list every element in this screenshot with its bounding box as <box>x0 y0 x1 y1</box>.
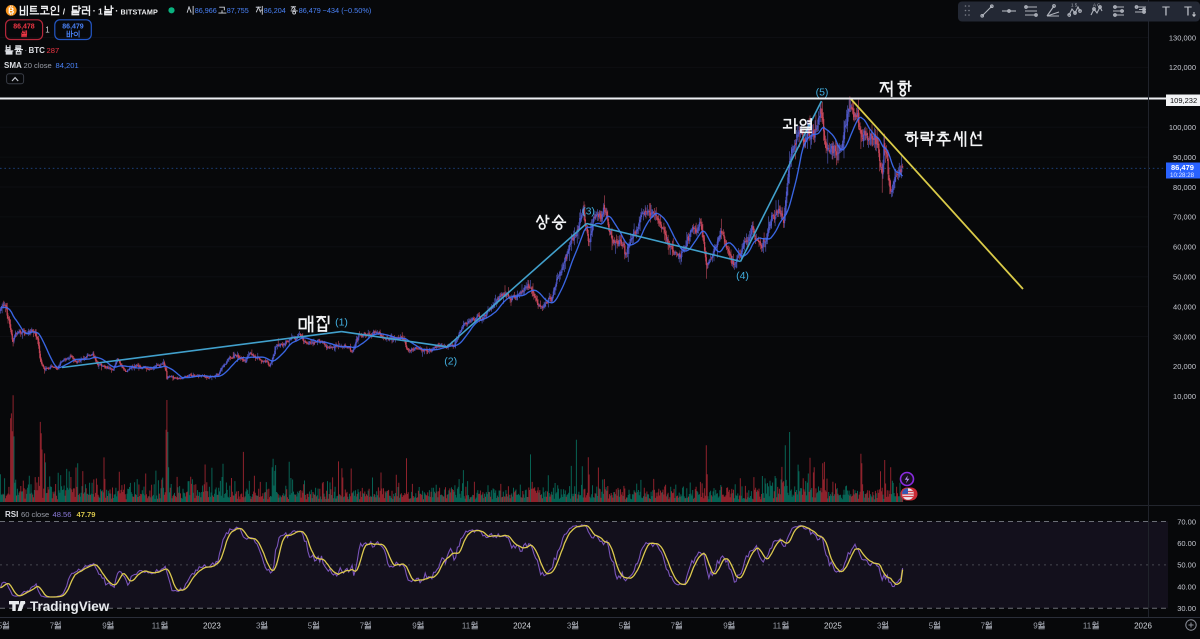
svg-text:20 close: 20 close <box>24 61 52 70</box>
svg-text:87,755: 87,755 <box>227 6 249 15</box>
svg-text:(1): (1) <box>335 317 348 329</box>
svg-text:·: · <box>115 6 118 16</box>
svg-text:(5): (5) <box>816 87 829 99</box>
svg-text:10,000: 10,000 <box>1173 392 1196 401</box>
svg-text:5: 5 <box>619 621 624 630</box>
svg-text:70,000: 70,000 <box>1173 213 1196 222</box>
svg-text:50.00: 50.00 <box>1177 561 1196 570</box>
svg-text:40.00: 40.00 <box>1177 582 1196 591</box>
svg-text:T: T <box>1184 4 1192 19</box>
svg-text:−434 (−0.50%): −434 (−0.50%) <box>323 6 372 15</box>
svg-text:·: · <box>25 46 28 55</box>
svg-text:2023: 2023 <box>203 621 221 630</box>
svg-text:80,000: 80,000 <box>1173 183 1196 192</box>
svg-text:287: 287 <box>47 46 60 55</box>
svg-text:86,966: 86,966 <box>195 6 217 15</box>
svg-text:86,479: 86,479 <box>62 23 84 30</box>
svg-text:BTC: BTC <box>29 46 46 55</box>
svg-text:84,201: 84,201 <box>56 61 79 70</box>
svg-text:47.79: 47.79 <box>77 510 96 519</box>
svg-text:A C: A C <box>1093 3 1101 8</box>
svg-text:60,000: 60,000 <box>1173 243 1196 252</box>
svg-text:30,000: 30,000 <box>1173 332 1196 341</box>
svg-text:1 5: 1 5 <box>1071 3 1078 8</box>
svg-text:(4): (4) <box>736 270 749 282</box>
svg-text:1: 1 <box>45 26 50 35</box>
svg-text:7: 7 <box>50 621 55 630</box>
svg-text:7: 7 <box>671 621 676 630</box>
svg-text:50,000: 50,000 <box>1173 273 1196 282</box>
svg-text:9: 9 <box>1033 621 1038 630</box>
svg-text:2026: 2026 <box>1134 621 1152 630</box>
svg-text:(3): (3) <box>582 206 595 218</box>
svg-text:2024: 2024 <box>513 621 531 630</box>
svg-text:9: 9 <box>102 621 107 630</box>
svg-text:9: 9 <box>723 621 728 630</box>
svg-text:11: 11 <box>1083 621 1092 630</box>
svg-text:3: 3 <box>877 621 882 630</box>
svg-text:3: 3 <box>256 621 261 630</box>
svg-text:11: 11 <box>773 621 782 630</box>
svg-text:60.00: 60.00 <box>1177 539 1196 548</box>
svg-text:40,000: 40,000 <box>1173 302 1196 311</box>
svg-text:BITSTAMP: BITSTAMP <box>121 7 158 16</box>
svg-text:11: 11 <box>462 621 471 630</box>
svg-text:(2): (2) <box>444 356 457 368</box>
svg-text:48.56: 48.56 <box>53 510 72 519</box>
svg-text:7: 7 <box>360 621 365 630</box>
svg-text:11: 11 <box>152 621 161 630</box>
svg-text:120,000: 120,000 <box>1169 63 1196 72</box>
svg-text:·: · <box>93 6 96 16</box>
svg-text:20,000: 20,000 <box>1173 362 1196 371</box>
svg-text:7: 7 <box>981 621 986 630</box>
svg-text:RSI: RSI <box>5 510 18 519</box>
svg-text:1: 1 <box>98 7 103 17</box>
svg-text:5: 5 <box>929 621 934 630</box>
svg-text:86,478: 86,478 <box>13 23 35 30</box>
svg-text:B: B <box>8 5 14 15</box>
svg-text:5: 5 <box>308 621 313 630</box>
svg-text:3: 3 <box>567 621 572 630</box>
svg-text:90,000: 90,000 <box>1173 153 1196 162</box>
svg-text:T: T <box>1162 4 1170 19</box>
svg-text:70.00: 70.00 <box>1177 517 1196 526</box>
svg-text:86,204: 86,204 <box>264 6 286 15</box>
svg-text:/: / <box>63 6 66 16</box>
svg-text:TradingView: TradingView <box>30 599 110 614</box>
svg-text:SMA: SMA <box>4 61 22 70</box>
svg-text:109,232: 109,232 <box>1170 96 1197 105</box>
svg-text:86,479: 86,479 <box>299 6 321 15</box>
svg-text:10:28:28: 10:28:28 <box>1170 172 1195 179</box>
svg-text:30.00: 30.00 <box>1177 604 1196 613</box>
svg-text:5: 5 <box>0 621 3 630</box>
svg-text:100,000: 100,000 <box>1169 123 1196 132</box>
svg-text:2025: 2025 <box>824 621 842 630</box>
svg-text:9: 9 <box>412 621 417 630</box>
svg-text:60 close: 60 close <box>21 510 49 519</box>
svg-text:86,479: 86,479 <box>1171 163 1194 172</box>
svg-text:130,000: 130,000 <box>1169 33 1196 42</box>
